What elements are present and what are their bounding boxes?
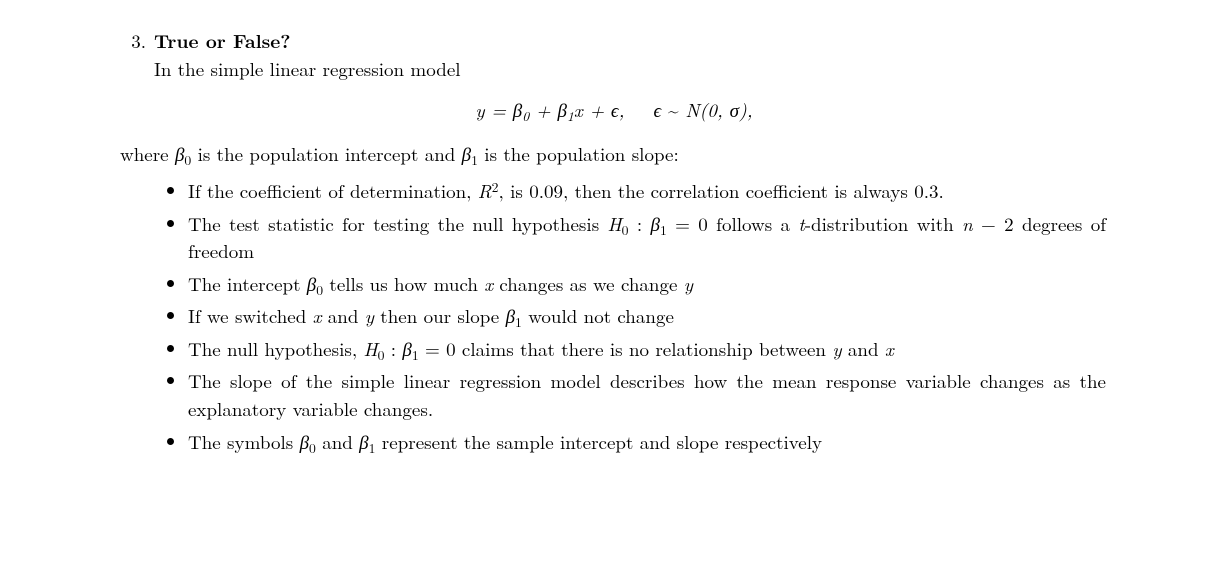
model-equation: y = β0 + β1x + ϵ, ϵ ~ N(0, σ),	[120, 96, 1108, 124]
statements-list: If the coefficient of determination, R2,…	[120, 177, 1108, 455]
question-header-body: True or False?	[154, 27, 1108, 55]
list-item: If the coefficient of determination, R2,…	[188, 177, 1108, 205]
question-number: 3.	[120, 27, 154, 55]
list-item: If we switched x and y then our slope β1…	[188, 302, 1108, 330]
question-title: True or False?	[154, 26, 291, 54]
exam-question-block: 3. True or False? In the simple linear r…	[0, 0, 1228, 455]
list-item: The symbols β0 and β1 represent the samp…	[188, 428, 1108, 456]
list-item: The intercept β0 tells us how much x cha…	[188, 270, 1108, 298]
list-item: The test statistic for testing the null …	[188, 210, 1108, 265]
list-item: The slope of the simple linear regressio…	[188, 367, 1108, 422]
question-header-row: 3. True or False?	[120, 27, 1108, 55]
list-item: The null hypothesis, H0 : β1 = 0 claims …	[188, 335, 1108, 363]
where-clause: where β0 is the population intercept and…	[120, 140, 1108, 168]
question-intro: In the simple linear regression model	[120, 55, 1108, 83]
